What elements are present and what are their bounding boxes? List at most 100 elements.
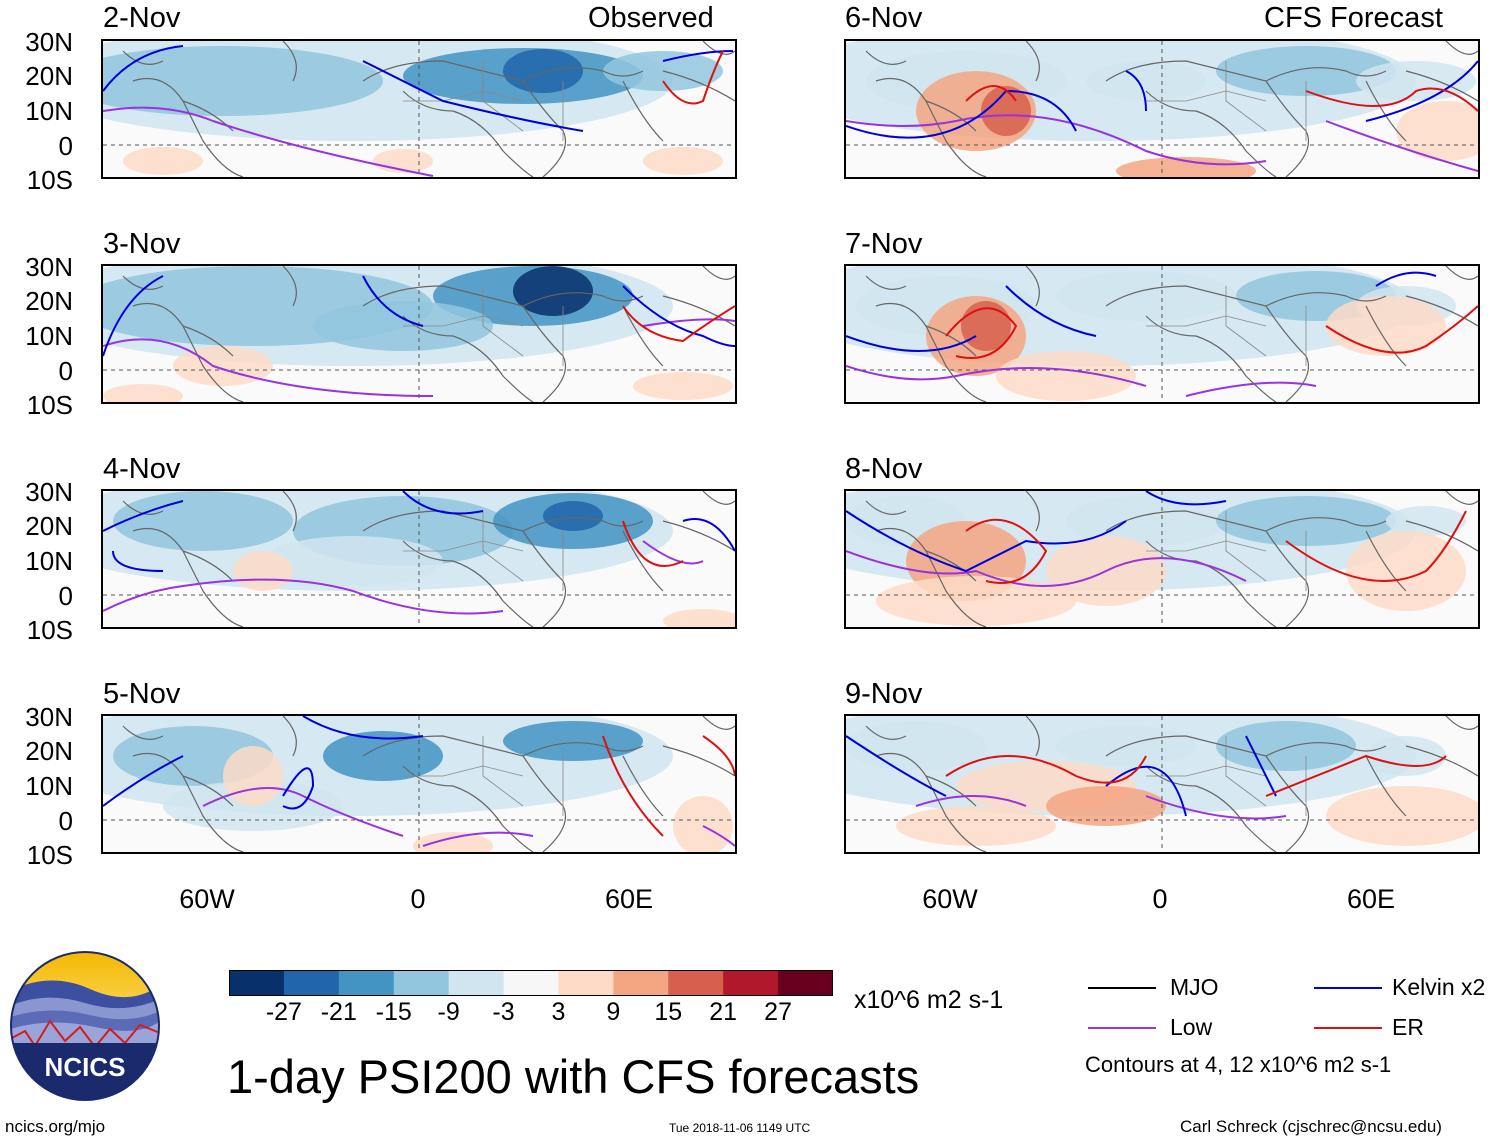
colorbar-tick-label: -9	[437, 998, 460, 1026]
anomaly-shading	[1086, 61, 1206, 101]
low-contour	[103, 540, 704, 615]
colorbar-swatch	[613, 970, 669, 996]
kelvin-contour	[103, 716, 424, 810]
map-panel-2nov	[101, 39, 737, 179]
panel-date-9nov: 9-Nov	[845, 678, 923, 710]
anomaly-shading	[323, 731, 443, 781]
coastline	[362, 491, 735, 627]
footer-url[interactable]: ncics.org/mjo	[5, 1117, 106, 1136]
panel-date-2nov: 2-Nov	[103, 2, 181, 34]
low-contour	[103, 318, 735, 397]
panel-date-6nov: 6-Nov	[845, 2, 923, 34]
coastline	[1105, 491, 1478, 627]
panel-date-4nov: 4-Nov	[103, 453, 181, 485]
anomaly-shading	[663, 609, 735, 627]
colorbar-tick-label: 9	[606, 998, 621, 1026]
lon-label-60w-left: 60W	[179, 884, 235, 914]
low-contour	[202, 787, 735, 847]
coastline	[362, 266, 735, 402]
colorbar-swatch	[778, 970, 834, 996]
lat-label-10n-row3: 10N	[25, 546, 73, 576]
coastline	[122, 716, 297, 852]
coastline	[865, 266, 1040, 402]
kelvin-contour	[846, 271, 1437, 352]
anomaly-shading	[1326, 296, 1446, 356]
anomaly-shading	[113, 491, 293, 551]
legend-label-mjo: MJO	[1170, 974, 1219, 1000]
map-panel-5nov	[101, 714, 737, 854]
er-contour	[965, 85, 1478, 112]
legend-line-low	[1088, 1027, 1156, 1029]
low-contour	[915, 795, 1287, 820]
logo-text: NCICS	[45, 1052, 126, 1082]
country-borders	[1146, 511, 1307, 591]
colorbar-swatch	[448, 970, 505, 996]
panel-date-7nov: 7-Nov	[845, 228, 923, 260]
er-contour	[945, 754, 1447, 797]
colorbar-units: x10^6 m2 s-1	[854, 986, 1004, 1014]
country-borders	[403, 736, 564, 816]
er-contour	[945, 305, 1478, 359]
lat-label-30n-row1: 30N	[25, 27, 73, 57]
low-contour	[103, 106, 434, 177]
colorbar-swatch	[393, 970, 450, 996]
map-panel-7nov	[844, 264, 1480, 404]
anomaly-shading	[673, 796, 733, 852]
footer-timestamp: Tue 2018-11-06 1149 UTC	[669, 1121, 811, 1135]
er-contour	[622, 520, 684, 567]
anomaly-shading	[223, 746, 283, 806]
colorbar-swatch	[338, 970, 395, 996]
colorbar-swatch	[229, 970, 285, 996]
coastline	[122, 266, 297, 402]
anomaly-shading	[1346, 531, 1466, 611]
anomaly-shading	[413, 832, 493, 852]
figure-title: 1-day PSI200 with CFS forecasts	[227, 1050, 920, 1103]
lat-label-20n-row2: 20N	[25, 286, 73, 316]
kelvin-contour	[103, 45, 734, 132]
colorbar-swatch	[723, 970, 779, 996]
lat-label-0-row4: 0	[58, 806, 73, 836]
low-contour	[846, 550, 1247, 587]
anomaly-shading	[1056, 271, 1236, 321]
colorbar-swatch	[283, 970, 340, 996]
colorbar-tick-label: 27	[764, 998, 792, 1026]
lat-label-10s-row4: 10S	[26, 840, 73, 870]
anomaly-shading	[1216, 46, 1396, 96]
colorbar-border	[229, 970, 833, 996]
anomaly-shading	[1326, 786, 1478, 846]
lon-label-60e-left: 60E	[604, 884, 654, 914]
coastline	[1105, 716, 1478, 852]
anomaly-shading	[896, 806, 1056, 846]
coastline	[122, 41, 297, 177]
lat-label-20n-row4: 20N	[25, 736, 73, 766]
lat-label-10s-row3: 10S	[26, 615, 73, 645]
lat-label-10s-row2: 10S	[26, 390, 73, 420]
lat-label-10n-row1: 10N	[25, 96, 73, 126]
legend-label-er: ER	[1392, 1014, 1424, 1040]
anomaly-shading	[876, 576, 1076, 626]
colorbar-tick-label: 3	[551, 998, 566, 1026]
legend-line-er	[1314, 1027, 1382, 1029]
country-borders	[403, 61, 564, 141]
lat-label-10s-row1: 10S	[26, 165, 73, 195]
map-panel-4nov	[101, 489, 737, 629]
anomaly-shading	[173, 346, 273, 386]
lat-label-0-row2: 0	[58, 356, 73, 386]
low-contour	[846, 365, 1317, 397]
panel-date-5nov: 5-Nov	[103, 678, 181, 710]
anomaly-shading	[981, 86, 1031, 136]
country-borders	[1146, 286, 1307, 366]
anomaly-shading	[263, 536, 443, 586]
lat-label-10n-row4: 10N	[25, 771, 73, 801]
lat-label-0-row3: 0	[58, 581, 73, 611]
er-contour	[965, 510, 1467, 584]
lat-label-20n-row1: 20N	[25, 61, 73, 91]
legend-line-kelvin	[1314, 987, 1382, 989]
anomaly-shading	[996, 351, 1136, 401]
ncics-logo-icon: NCICS	[10, 951, 160, 1101]
kelvin-contour	[103, 491, 735, 572]
country-borders	[403, 511, 564, 591]
panel-date-3nov: 3-Nov	[103, 228, 181, 260]
map-panel-6nov	[844, 39, 1480, 179]
colorbar-tick-label: -3	[492, 998, 515, 1026]
